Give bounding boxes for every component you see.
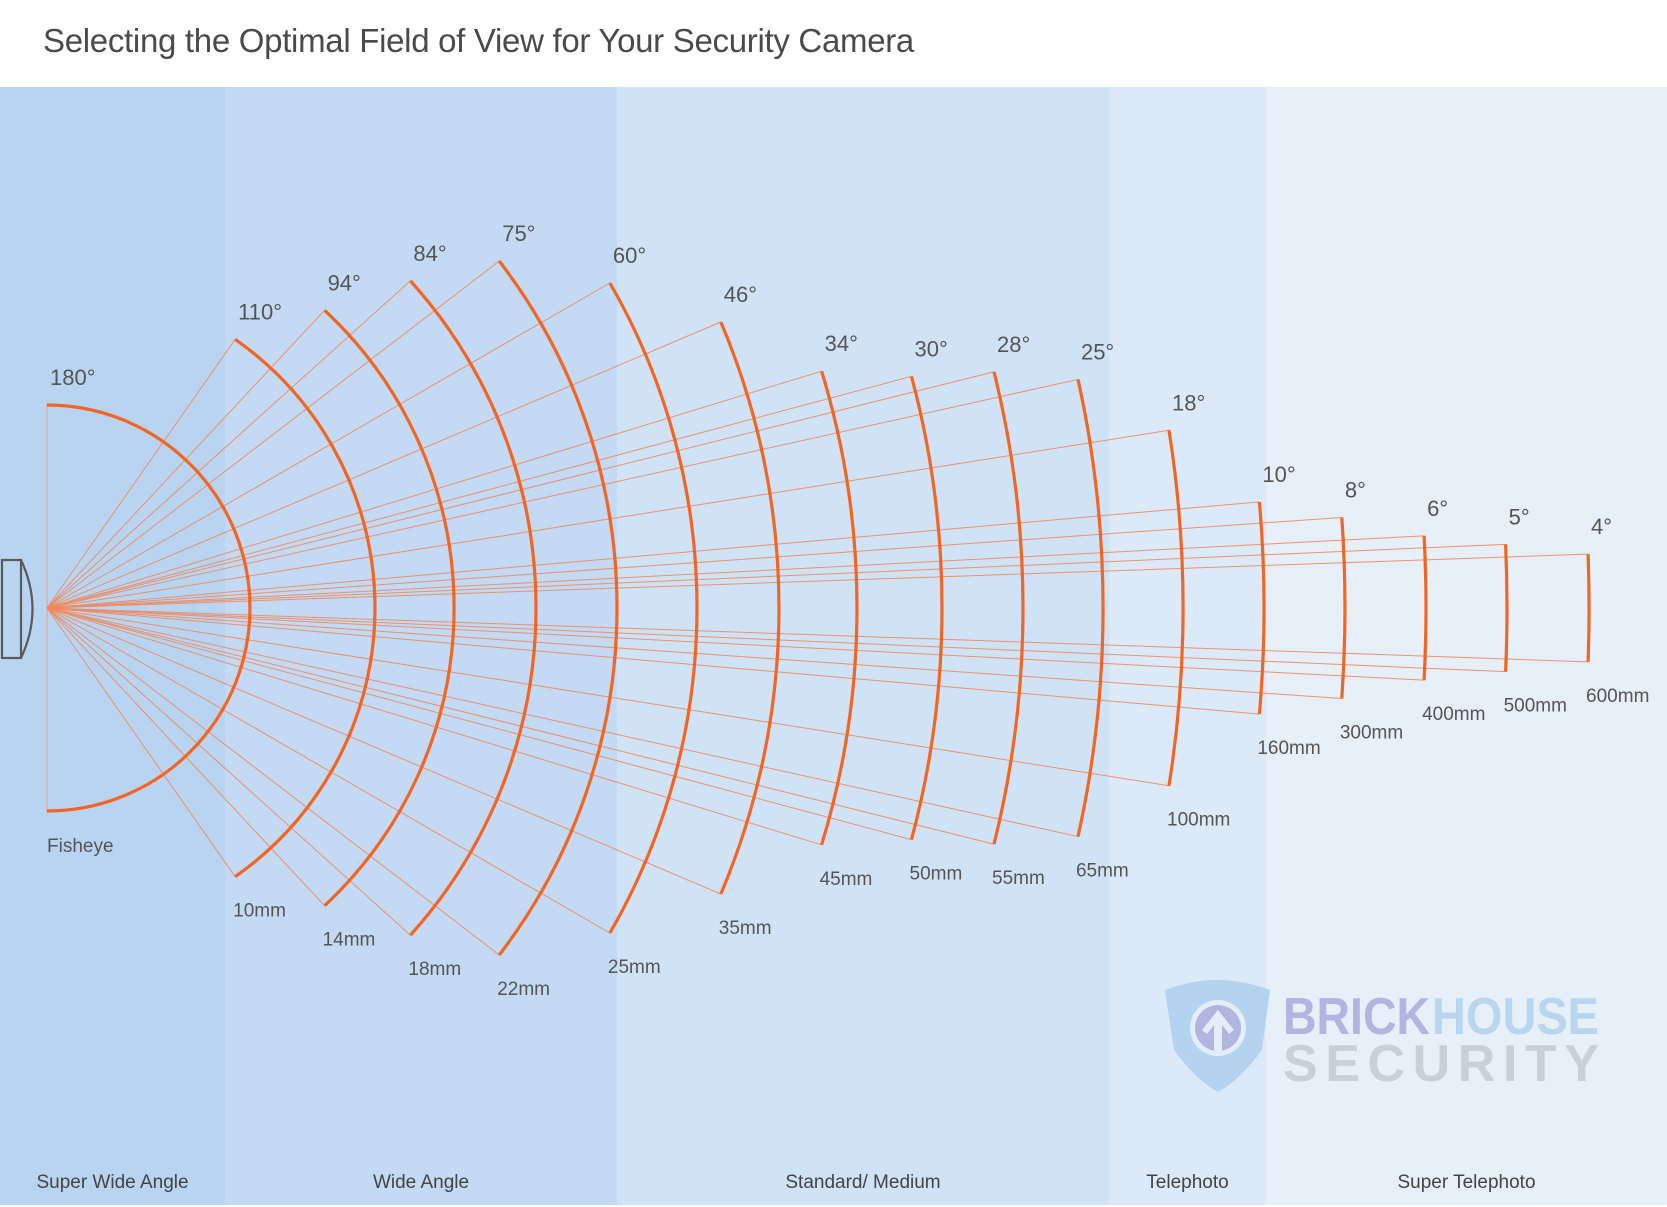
ray-line [46, 553, 1589, 609]
focal-length-label: 45mm [820, 869, 873, 890]
ray-line [46, 282, 611, 609]
angle-label: 110° [238, 299, 282, 324]
angle-label: 10° [1262, 462, 1295, 487]
angle-label: 8° [1345, 477, 1366, 502]
fov-arc-60 [608, 282, 699, 934]
focal-length-label: 100mm [1167, 810, 1230, 831]
angle-label: 5° [1509, 504, 1530, 529]
fov-arc-94 [323, 309, 456, 907]
angle-label: 75° [502, 221, 535, 246]
logo-word-house: HOUSE [1432, 988, 1599, 1046]
fov-arc-28 [992, 371, 1025, 845]
ray-line [46, 607, 500, 956]
ray-line [46, 321, 722, 609]
angle-label: 30° [915, 336, 948, 361]
angle-label: 46° [724, 282, 757, 307]
band-label: Wide Angle [373, 1172, 469, 1193]
lens-labels: 180° Fisheye 110° 10mm 94° 14mm 84° 18mm 75° 22mm… [47, 221, 1649, 1000]
focal-length-label: Fisheye [47, 836, 114, 857]
ray-line [46, 375, 912, 609]
fov-arc-8 [1340, 517, 1347, 699]
ray-line [46, 429, 1170, 609]
focal-length-label: 14mm [323, 930, 376, 951]
ray-line [46, 370, 822, 609]
angle-label: 180° [50, 365, 96, 390]
ray-line [46, 607, 1425, 681]
ray-line [46, 607, 912, 841]
focal-length-label: 400mm [1422, 704, 1485, 725]
ray-line [46, 607, 1589, 663]
ray-line [46, 339, 236, 609]
fov-arc-30 [909, 375, 944, 841]
focal-length-label: 55mm [992, 868, 1045, 889]
focal-length-label: 25mm [608, 957, 661, 978]
fov-arc-46 [719, 321, 781, 895]
category-bands: Super Wide Angle Wide Angle Standard/ Medi… [0, 87, 1667, 1205]
band-label: Super Wide Angle [36, 1172, 188, 1193]
angle-label: 94° [328, 270, 361, 295]
ray-line [46, 378, 1079, 609]
fov-arc-18 [1167, 430, 1185, 786]
angle-label: 28° [997, 332, 1030, 357]
band-standard-medium [617, 87, 1109, 1205]
focal-length-label: 18mm [408, 959, 461, 980]
focal-length-label: 35mm [719, 918, 772, 939]
ray-line [46, 607, 1170, 787]
band-label: Telephoto [1146, 1172, 1228, 1193]
ray-line [46, 607, 722, 895]
focal-length-label: 500mm [1504, 696, 1567, 717]
band-wide-angle [225, 87, 617, 1205]
fov-arc-110 [234, 337, 377, 879]
ray-line [46, 260, 500, 609]
angle-label: 4° [1591, 514, 1612, 539]
fov-arc-4 [1586, 554, 1591, 662]
camera-icon [0, 558, 34, 660]
fov-arc-34 [820, 370, 859, 846]
focal-length-label: 600mm [1586, 686, 1649, 707]
fov-arc-6 [1422, 535, 1428, 681]
ray-line [46, 607, 1079, 838]
ray-line [46, 607, 611, 934]
logo-word-brick: BRICK [1283, 988, 1430, 1046]
ray-line [46, 607, 236, 877]
angle-label: 18° [1172, 390, 1205, 415]
fov-arc-84 [409, 279, 538, 937]
angle-label: 60° [613, 243, 646, 268]
angle-label: 34° [825, 331, 858, 356]
fov-arcs [46, 260, 1591, 956]
page-title: Selecting the Optimal Field of View for … [43, 22, 914, 59]
angle-label: 6° [1427, 496, 1448, 521]
focal-length-label: 10mm [233, 901, 286, 922]
fov-arc-5 [1504, 544, 1509, 672]
focal-length-label: 300mm [1340, 723, 1403, 744]
ray-line [46, 607, 822, 846]
fov-arc-10 [1257, 501, 1266, 715]
focal-length-label: 22mm [497, 979, 550, 1000]
ray-line [46, 535, 1425, 609]
logo-word-security: SECURITY [1283, 1035, 1599, 1093]
band-label: Super Telephoto [1397, 1172, 1535, 1193]
angle-label: 25° [1081, 339, 1114, 364]
angle-label: 84° [413, 241, 446, 266]
band-label: Standard/ Medium [785, 1172, 940, 1193]
arrow-up-icon [1202, 1010, 1234, 1052]
band-super-telephoto [1266, 87, 1667, 1205]
focal-length-label: 50mm [910, 864, 963, 885]
fov-arc-180 [46, 403, 252, 813]
fov-arc-75 [497, 260, 619, 956]
fov-arc-25 [1076, 379, 1105, 837]
brickhouse-logo: BRICK HOUSE SECURITY [1165, 980, 1599, 1093]
focal-length-label: 160mm [1257, 738, 1320, 759]
focal-length-label: 65mm [1076, 861, 1129, 882]
